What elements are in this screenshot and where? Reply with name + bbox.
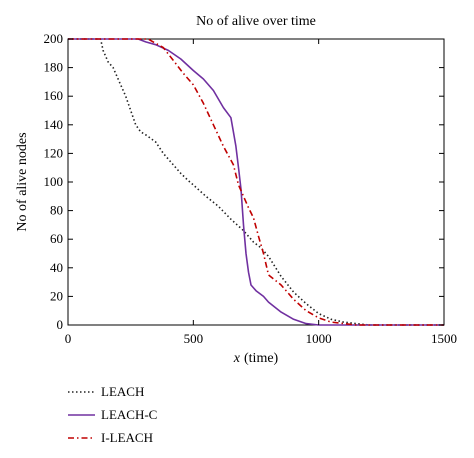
series-line-i-leach [68,38,444,326]
y-tick-label-10: 200 [44,31,64,46]
series-line-leach-c [68,38,444,326]
y-tick-label-2: 40 [50,260,63,275]
plot-area: 0 500 1000 1500 0 20 40 60 80 100 120 140 160 180 200 [44,31,458,346]
legend-label-leach: LEACH [101,384,144,399]
y-axis-ticks: 0 20 40 60 80 100 120 140 160 180 200 [44,31,444,332]
series-line-leach [68,38,444,326]
chart-title: No of alive over time [196,14,316,29]
y-tick-label-3: 60 [50,231,63,246]
x-axis-title: x (time) [233,351,279,366]
legend-label-i-leach: I-LEACH [101,430,153,445]
x-axis-ticks: 0 500 1000 1500 [65,39,457,346]
y-tick-label-6: 120 [44,145,64,160]
x-axis-unit: (time) [244,351,279,366]
plot-frame [67,38,445,326]
x-axis-variable: x [233,351,241,366]
legend-label-leach-c: LEACH-C [101,407,157,422]
x-tick-label-1: 500 [184,331,204,346]
y-tick-label-1: 20 [50,288,63,303]
x-tick-label-2: 1000 [306,331,332,346]
x-tick-label-0: 0 [65,331,72,346]
y-axis-title: No of alive nodes [15,132,30,231]
legend: LEACH LEACH-C I-LEACH [68,384,157,445]
y-tick-label-5: 100 [44,174,64,189]
y-tick-label-9: 180 [44,60,64,75]
y-tick-label-8: 160 [44,88,64,103]
x-tick-label-3: 1500 [431,331,457,346]
y-tick-label-4: 80 [50,203,63,218]
y-tick-label-7: 140 [44,117,64,132]
y-tick-label-0: 0 [57,317,64,332]
series-layer [68,38,444,326]
